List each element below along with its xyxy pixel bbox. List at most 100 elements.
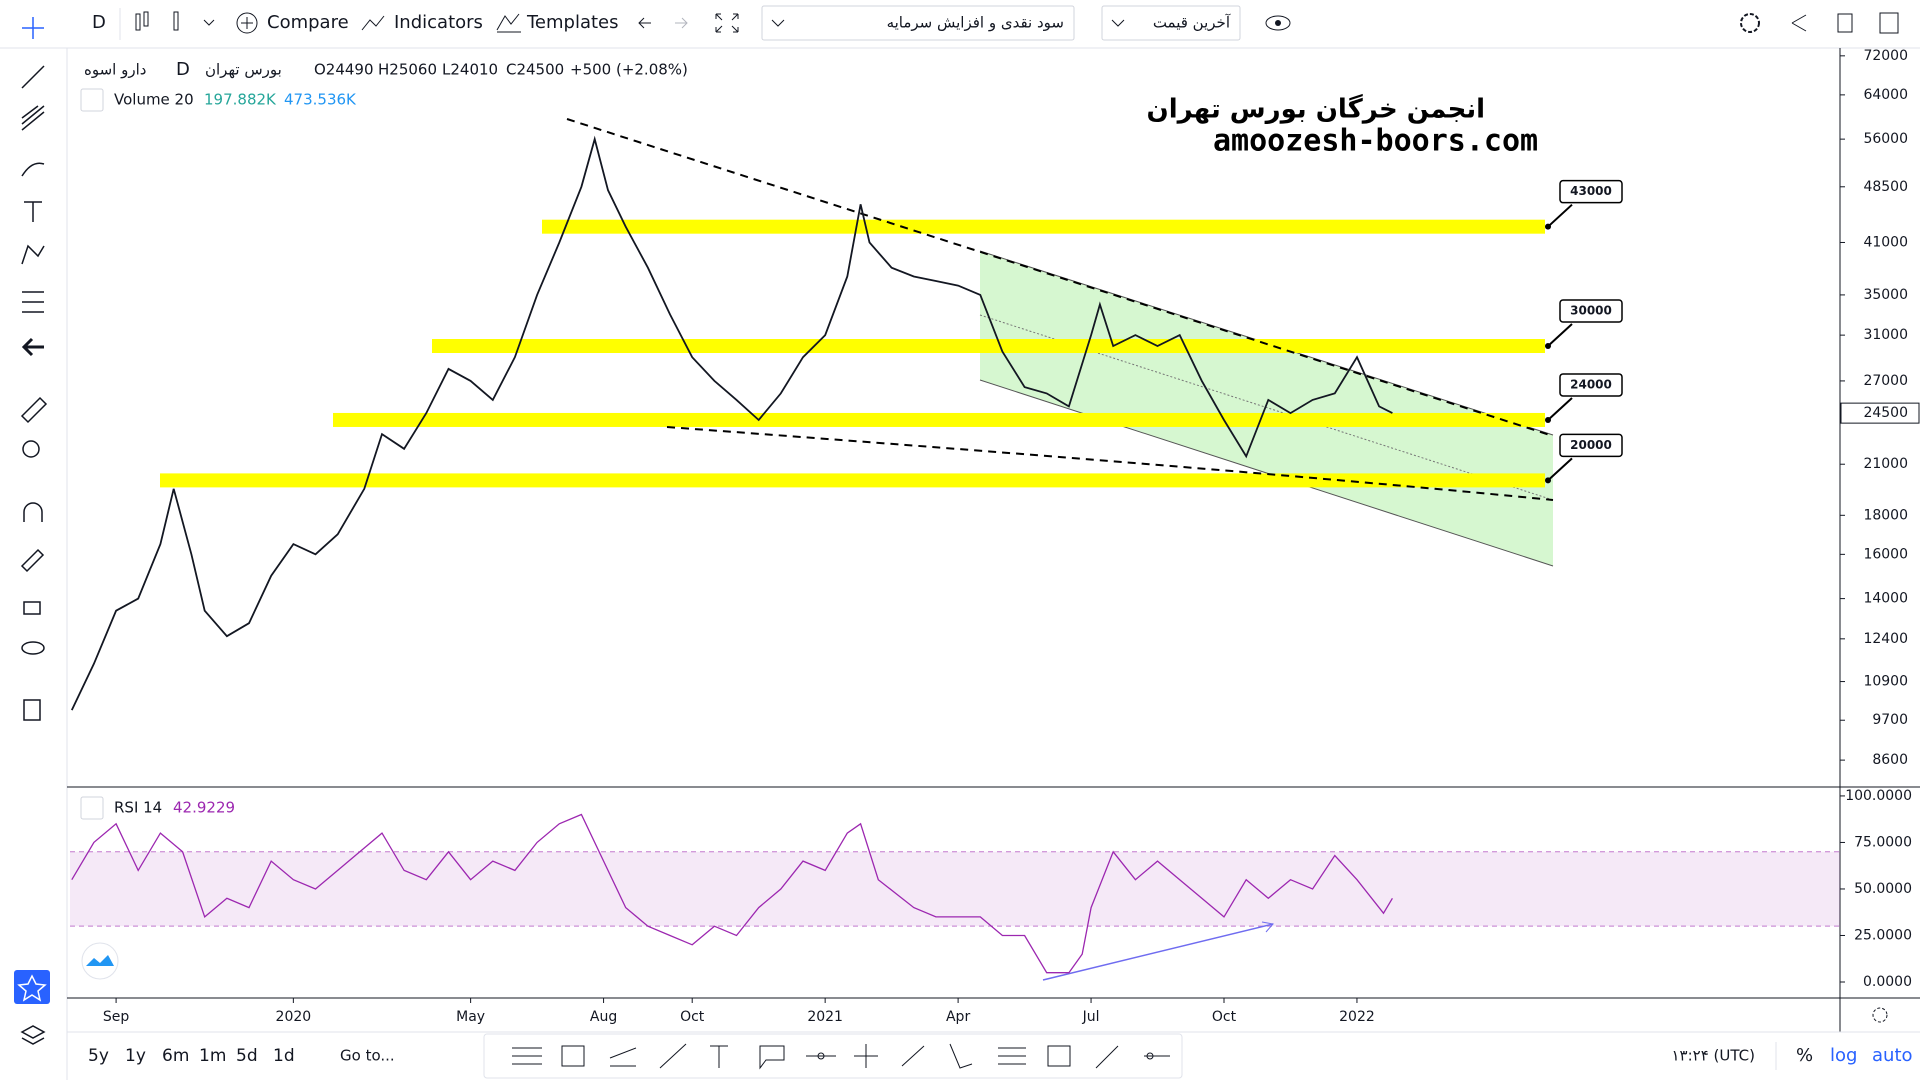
delete-tool[interactable] xyxy=(23,699,41,721)
top-toolbar: D Compare Indicators Templates سود نقدی … xyxy=(92,5,1899,41)
tool-icon[interactable] xyxy=(901,1045,925,1067)
callout-box xyxy=(1559,433,1623,458)
range-button[interactable]: 1y xyxy=(125,1046,146,1066)
tool-icon[interactable] xyxy=(998,1047,1026,1065)
watermark-title: انجمن خرگان بورس تهران xyxy=(1147,94,1486,125)
legend-change: +500 (+2.08%) xyxy=(570,61,688,79)
range-button[interactable]: 6m xyxy=(162,1046,189,1066)
goto-button[interactable]: Go to... xyxy=(340,1047,395,1065)
callout-label: 43000 xyxy=(1570,184,1612,198)
tool-icon[interactable] xyxy=(561,1045,585,1067)
tool-icon[interactable] xyxy=(949,1043,973,1069)
text-tool[interactable] xyxy=(24,201,42,222)
back-button[interactable] xyxy=(21,337,44,357)
axis-settings-button[interactable] xyxy=(1872,1007,1888,1023)
crosshair-tool[interactable] xyxy=(22,17,44,39)
y-tick-label: 21000 xyxy=(1863,456,1908,472)
level-band xyxy=(160,473,1545,488)
watermark-url: amoozesh-boors.com xyxy=(1213,124,1538,159)
bar-style-icon[interactable] xyxy=(173,11,179,31)
indicators-icon[interactable] xyxy=(361,15,385,31)
rsi-value: 42.9229 xyxy=(173,799,235,817)
dividends-dropdown[interactable] xyxy=(761,5,1075,41)
clock: ۱۳:۲۴ (UTC) xyxy=(1672,1047,1756,1065)
callout-label: 24000 xyxy=(1570,377,1612,391)
price-type-dropdown[interactable] xyxy=(1101,5,1241,41)
callout-box xyxy=(1559,373,1623,397)
log-toggle[interactable]: log xyxy=(1830,1045,1857,1066)
visibility-button[interactable] xyxy=(1265,15,1291,31)
range-button[interactable]: 5d xyxy=(236,1046,258,1066)
tool-icon[interactable] xyxy=(512,1047,542,1065)
y-tick-label: 50.0000 xyxy=(1854,881,1912,897)
price-type-label: آخرین قیمت xyxy=(1153,14,1231,32)
undo-button[interactable] xyxy=(638,17,651,29)
candle-icon[interactable] xyxy=(135,13,141,31)
lock-tool[interactable] xyxy=(23,601,41,615)
share-button[interactable] xyxy=(1791,14,1807,32)
x-tick-label: Aug xyxy=(590,1009,617,1025)
level-band xyxy=(333,412,1545,427)
redo-button[interactable] xyxy=(675,17,688,29)
logo-button[interactable] xyxy=(81,942,119,980)
lock-drawing-tool[interactable] xyxy=(20,548,45,573)
ruler-tool[interactable] xyxy=(20,396,48,424)
y-tick-label: 18000 xyxy=(1863,507,1908,523)
callout-label: 20000 xyxy=(1570,438,1612,452)
tool-icon[interactable] xyxy=(854,1044,878,1068)
brush-tool[interactable] xyxy=(21,162,45,177)
collapse-button[interactable] xyxy=(80,88,104,112)
tool-icon[interactable] xyxy=(1095,1045,1119,1069)
y-tick-label: 31000 xyxy=(1863,327,1908,343)
magnet-tool[interactable] xyxy=(23,502,43,522)
y-tick-label: 41000 xyxy=(1863,234,1908,250)
star-icon xyxy=(17,974,47,1002)
callout-pointer xyxy=(1547,203,1573,228)
dropdown-arrow[interactable] xyxy=(203,19,215,26)
settings-button[interactable] xyxy=(1740,13,1760,33)
watchlist-button[interactable] xyxy=(14,970,50,1004)
tool-icon[interactable] xyxy=(710,1045,728,1068)
auto-toggle[interactable]: auto xyxy=(1872,1045,1913,1066)
pattern-tool[interactable] xyxy=(21,244,45,265)
legend-open: O24490 xyxy=(314,61,374,79)
zoom-tool[interactable] xyxy=(22,440,40,458)
indicators-button[interactable]: Indicators xyxy=(394,12,483,33)
compare-button[interactable]: Compare xyxy=(267,12,349,33)
fib-tool[interactable] xyxy=(21,105,45,131)
y-tick-label: 16000 xyxy=(1863,546,1908,562)
y-tick-label: 72000 xyxy=(1863,48,1908,64)
templates-button[interactable]: Templates xyxy=(526,12,619,33)
interval-button[interactable]: D xyxy=(92,12,106,33)
price-line xyxy=(70,135,1393,711)
tool-icon[interactable] xyxy=(659,1043,687,1069)
volume-value: 197.882K xyxy=(204,91,277,109)
range-button[interactable]: 1d xyxy=(273,1046,295,1066)
tool-icon[interactable] xyxy=(759,1045,785,1070)
volume-title: Volume 20 xyxy=(114,91,194,109)
x-tick-label: 2021 xyxy=(807,1009,843,1025)
hide-tool[interactable] xyxy=(21,641,45,655)
legend: دارو اسوه D بورس تهران O24490 H25060 L24… xyxy=(80,59,688,820)
layers-button[interactable] xyxy=(20,1025,46,1045)
y-tick-label: 10900 xyxy=(1863,674,1908,690)
rsi-line xyxy=(71,813,1393,974)
visibility-icon xyxy=(1275,20,1281,26)
templates-icon[interactable] xyxy=(496,13,521,33)
legend-close: C24500 xyxy=(506,61,564,79)
snapshot-button[interactable] xyxy=(1837,13,1853,33)
level-band xyxy=(432,339,1545,354)
trendline-tool[interactable] xyxy=(21,65,45,89)
percent-toggle[interactable]: % xyxy=(1796,1045,1813,1066)
range-button[interactable]: 5y xyxy=(88,1046,109,1066)
range-button[interactable]: 1m xyxy=(199,1046,226,1066)
callout-box xyxy=(1559,299,1623,323)
y-tick-label: 14000 xyxy=(1863,591,1908,607)
tool-icon[interactable] xyxy=(609,1047,637,1067)
fullscreen-button[interactable] xyxy=(715,13,739,33)
tool-icon[interactable] xyxy=(1047,1045,1071,1067)
compare-icon[interactable] xyxy=(236,12,258,34)
publish-button[interactable] xyxy=(1879,12,1899,34)
prediction-tool[interactable] xyxy=(22,291,44,313)
collapse-button[interactable] xyxy=(80,796,104,820)
